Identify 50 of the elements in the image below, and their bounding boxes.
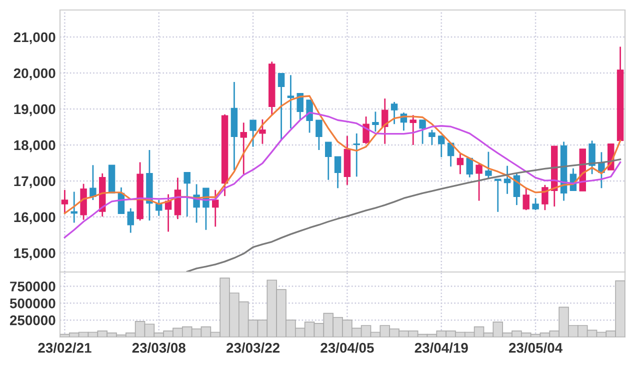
y-tick-label: 250000: [10, 315, 56, 326]
candlestick: [588, 140, 596, 175]
candlestick: [240, 122, 247, 175]
y-tick-label: 20,000: [14, 68, 56, 80]
x-tick-label: 23/05/04: [508, 342, 562, 353]
candlestick: [70, 191, 78, 224]
candlestick: [278, 72, 285, 141]
candlestick: [362, 116, 370, 145]
candlestick: [156, 199, 162, 217]
candlestick: [428, 129, 436, 146]
candlestick: [466, 158, 473, 178]
x-tick-label: 23/03/08: [132, 342, 186, 353]
y-tick-label: 500000: [10, 298, 56, 308]
candlestick: [542, 184, 548, 211]
candlestick: [287, 74, 294, 130]
candlestick: [334, 156, 342, 189]
y-tick-label: 16,000: [14, 212, 56, 224]
candlestick: [316, 119, 322, 151]
candlestick: [325, 141, 332, 181]
y-tick-label: 19,000: [14, 104, 56, 116]
x-tick-label: 23/04/05: [320, 342, 374, 353]
candlestick: [410, 114, 416, 146]
candlestick: [390, 101, 398, 125]
y-tick-label: 21,000: [14, 32, 56, 44]
candlestick: [419, 119, 426, 145]
candlestick: [476, 163, 482, 202]
candlestick: [259, 118, 266, 145]
candlestick: [485, 151, 492, 180]
candlestick: [353, 132, 360, 178]
x-tick-label: 23/03/22: [226, 342, 280, 353]
candlestick: [504, 165, 511, 195]
candlestick: [372, 110, 379, 132]
candlestick: [61, 189, 68, 214]
candlestick: [494, 178, 502, 213]
candlestick: [127, 208, 134, 234]
y-tick-label: 750000: [10, 282, 56, 292]
candlestick: [456, 153, 464, 175]
candlestick: [306, 99, 313, 134]
x-tick-label: 23/02/21: [38, 342, 92, 353]
y-tick-label: 17,000: [14, 176, 56, 188]
candlestick: [250, 119, 256, 148]
candlestick: [532, 198, 539, 211]
candlestick: [212, 189, 219, 228]
candlestick: [522, 187, 530, 211]
candlestick: [90, 164, 96, 201]
x-tick-label: 23/04/19: [414, 342, 468, 353]
y-tick-label: 15,000: [14, 248, 56, 260]
candlestick: [184, 172, 190, 218]
y-tick-label: 18,000: [14, 140, 56, 152]
candlestick: [438, 135, 445, 158]
